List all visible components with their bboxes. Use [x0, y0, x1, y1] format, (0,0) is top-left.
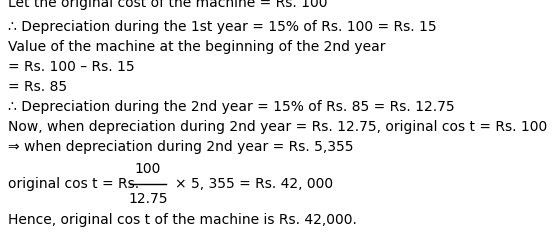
Text: ∴ Depreciation during the 1st year = 15% of Rs. 100 = Rs. 15: ∴ Depreciation during the 1st year = 15%… [8, 20, 437, 34]
Text: Now, when depreciation during 2nd year = Rs. 12.75, original cos t = Rs. 100: Now, when depreciation during 2nd year =… [8, 120, 547, 134]
Text: × 5, 355 = Rs. 42, 000: × 5, 355 = Rs. 42, 000 [175, 177, 333, 191]
Text: ∴ Depreciation during the 2nd year = 15% of Rs. 85 = Rs. 12.75: ∴ Depreciation during the 2nd year = 15%… [8, 100, 455, 114]
Text: 12.75: 12.75 [128, 192, 168, 206]
Text: ⇒ when depreciation during 2nd year = Rs. 5,355: ⇒ when depreciation during 2nd year = Rs… [8, 140, 353, 154]
Text: original cos t = Rs.: original cos t = Rs. [8, 177, 139, 191]
Text: = Rs. 100 – Rs. 15: = Rs. 100 – Rs. 15 [8, 60, 134, 74]
Text: Value of the machine at the beginning of the 2nd year: Value of the machine at the beginning of… [8, 40, 385, 54]
Text: = Rs. 85: = Rs. 85 [8, 80, 67, 94]
Text: Let the original cost of the machine = Rs. 100: Let the original cost of the machine = R… [8, 0, 327, 10]
Text: 100: 100 [135, 162, 161, 176]
Text: Hence, original cos t of the machine is Rs. 42,000.: Hence, original cos t of the machine is … [8, 213, 357, 227]
